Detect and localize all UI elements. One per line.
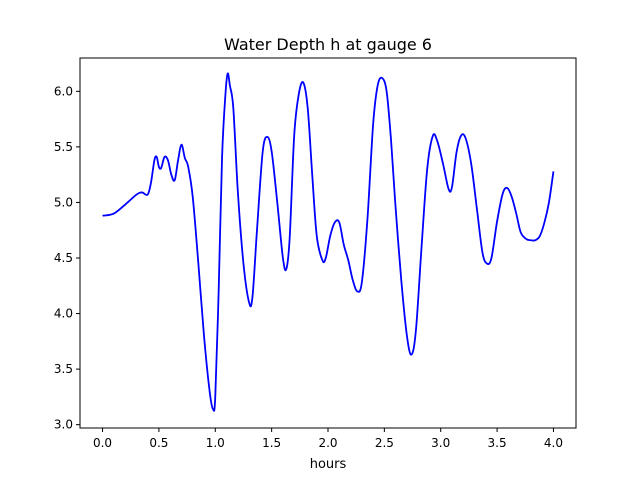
y-tick-label: 4.0 [54,307,73,321]
y-tick-label: 5.5 [54,140,73,154]
x-tick-label: 0.5 [149,436,168,450]
x-tick-label: 0.0 [93,436,112,450]
x-tick-label: 1.5 [262,436,281,450]
y-axis-ticks: 3.0 3.5 4.0 4.5 5.0 5.5 6.0 [54,84,80,432]
series-line [102,72,555,412]
x-tick-label: 3.0 [431,436,450,450]
y-tick-label: 6.0 [54,84,73,98]
x-tick-label: 2.0 [318,436,337,450]
x-tick-label: 2.5 [375,436,394,450]
axes-frame [79,57,577,429]
y-tick-label: 3.5 [54,362,73,376]
y-tick-label: 3.0 [54,418,73,432]
x-axis-label: hours [310,457,347,472]
plot-area [102,72,555,412]
y-tick-label: 5.0 [54,195,73,209]
x-tick-label: 1.0 [206,436,225,450]
x-axis-ticks: 0.0 0.5 1.0 1.5 2.0 2.5 3.0 3.5 4.0 [93,428,563,450]
chart-title: Water Depth h at gauge 6 [224,35,432,54]
x-tick-label: 3.5 [488,436,507,450]
y-tick-label: 4.5 [54,251,73,265]
x-tick-label: 4.0 [544,436,563,450]
